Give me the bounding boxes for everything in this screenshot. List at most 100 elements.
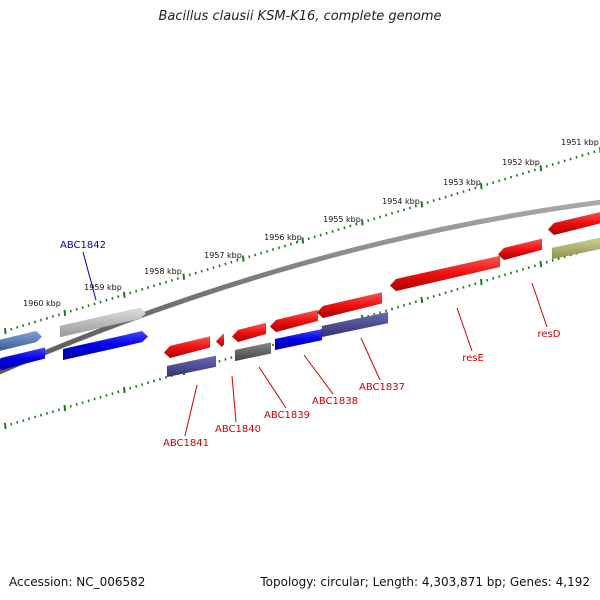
minor-tick (230, 356, 233, 359)
minor-tick (141, 287, 144, 291)
major-tick (539, 165, 543, 172)
minor-tick (266, 249, 269, 253)
minor-tick (152, 284, 156, 288)
minor-tick (456, 192, 459, 195)
minor-tick (486, 278, 489, 282)
minor-tick (81, 306, 84, 309)
minor-tick (105, 298, 108, 302)
minor-tick (402, 304, 406, 307)
minor-tick (254, 253, 257, 257)
minor-tick (533, 264, 536, 268)
major-tick (301, 237, 305, 244)
map-title: Bacillus clausii KSM-K16, complete genom… (158, 9, 442, 24)
gene-abc1842 (59, 307, 147, 338)
leader-abc1842 (82, 251, 97, 301)
minor-tick (498, 179, 501, 183)
kbp-label-1956: 1956 kbp (264, 233, 302, 242)
minor-tick (45, 316, 49, 320)
leader-abc1838 (303, 354, 334, 395)
minor-tick (22, 324, 25, 327)
minor-tick (462, 190, 465, 194)
gene-abc1840 (215, 332, 225, 348)
major-tick (4, 327, 7, 335)
minor-tick (69, 309, 72, 313)
minor-tick (581, 154, 584, 157)
minor-tick (164, 376, 168, 379)
minor-tick (10, 422, 13, 426)
minor-tick (218, 359, 221, 363)
gene-label-abc1842: ABC1842 (60, 240, 106, 251)
minor-tick (545, 164, 548, 168)
major-tick (182, 273, 186, 280)
minor-tick (218, 264, 221, 268)
gene-resd (497, 238, 543, 261)
kbp-label-1953: 1953 kbp (443, 178, 481, 187)
minor-tick (93, 302, 96, 306)
minor-tick (39, 413, 43, 417)
minor-tick (10, 327, 13, 331)
minor-tick (22, 419, 25, 422)
minor-tick (557, 257, 560, 260)
major-tick (63, 404, 67, 412)
minor-tick (545, 260, 548, 264)
gene-label-abc1840: ABC1840 (215, 424, 261, 435)
minor-tick (105, 394, 108, 397)
minor-tick (277, 246, 281, 250)
minor-tick (236, 259, 239, 262)
gene-abc1838-red (269, 309, 319, 333)
minor-tick (426, 296, 429, 300)
gene-abc1839-red (231, 322, 267, 343)
gene-red-right (547, 212, 600, 236)
minor-tick (444, 291, 447, 295)
minor-tick (57, 408, 60, 412)
minor-tick (313, 235, 316, 239)
minor-tick (426, 201, 429, 204)
minor-tick (135, 289, 138, 293)
minor-tick (527, 170, 530, 174)
minor-tick (468, 284, 471, 287)
minor-tick (373, 217, 376, 221)
major-tick (123, 386, 126, 394)
minor-tick (408, 302, 411, 305)
minor-tick (504, 273, 507, 277)
minor-tick (367, 219, 370, 222)
minor-tick (117, 390, 120, 394)
minor-tick (432, 295, 435, 298)
minor-tick (99, 395, 102, 399)
minor-tick (230, 260, 233, 264)
minor-tick (379, 311, 382, 314)
minor-tick (176, 277, 179, 280)
minor-tick (57, 313, 60, 317)
gene-features (0, 212, 600, 378)
gene-label-abc1841: ABC1841 (163, 438, 209, 449)
minor-tick (51, 315, 54, 318)
genome-summary-text: Topology: circular; Length: 4,303,871 bp… (260, 575, 590, 589)
leader-abc1841 (184, 384, 198, 437)
gene-blue-left-bot (0, 347, 46, 371)
gene-blue-2 (62, 330, 149, 361)
minor-tick (527, 266, 530, 269)
minor-tick (170, 278, 173, 282)
minor-tick (307, 237, 310, 241)
minor-tick (593, 150, 596, 154)
gene-abc1841-arrow (163, 336, 211, 359)
leader-abc1840 (231, 375, 237, 423)
minor-tick (45, 412, 49, 415)
minor-tick (212, 266, 215, 270)
major-tick (480, 278, 483, 286)
gene-abc1837-red (316, 292, 383, 319)
minor-tick (444, 195, 447, 199)
minor-tick (164, 280, 168, 284)
leader-abc1837 (360, 337, 381, 381)
minor-tick (188, 273, 191, 277)
gene-labels: ABC1842 resD resE ABC1837 ABC1838 ABC183… (60, 240, 561, 449)
minor-tick (396, 305, 400, 309)
major-tick (4, 422, 7, 430)
minor-tick (504, 177, 507, 181)
minor-tick (75, 307, 78, 311)
gene-label-abc1839: ABC1839 (264, 410, 310, 421)
minor-tick (117, 295, 120, 299)
accession-text: Accession: NC_006582 (9, 575, 146, 589)
minor-tick (385, 213, 388, 217)
